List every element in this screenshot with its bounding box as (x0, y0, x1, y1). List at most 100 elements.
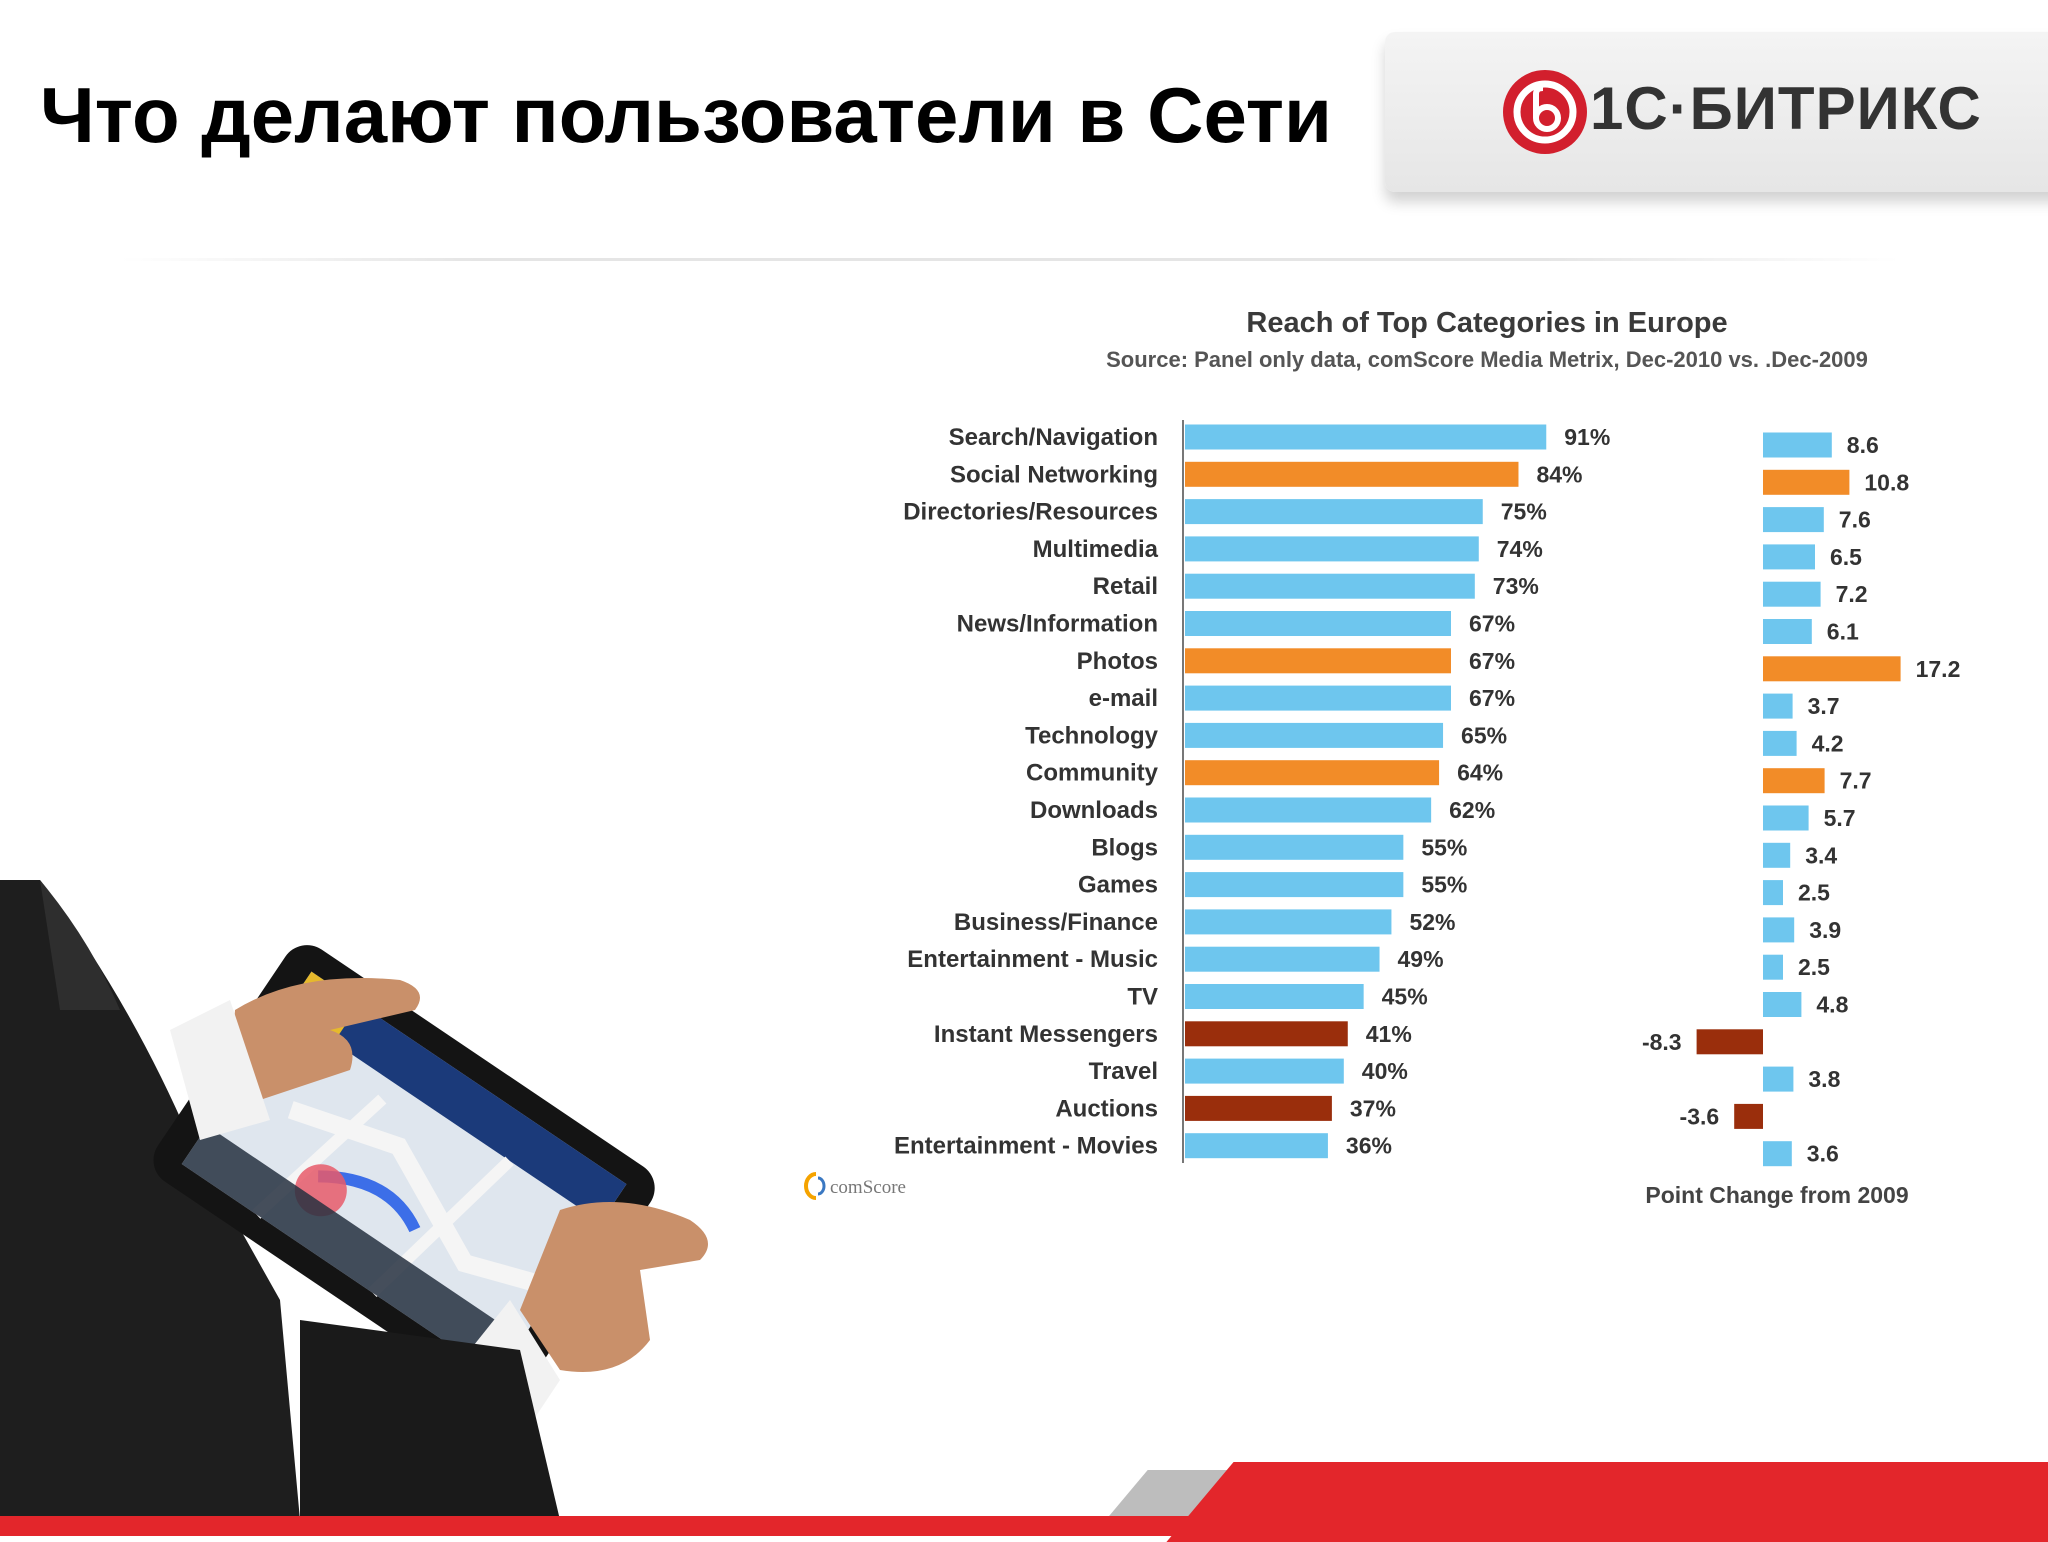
category-label: Entertainment - Movies (894, 1133, 1158, 1160)
change-bars: 8.6 10.8 7.6 6.5 7.2 6.1 17.2 3.7 4.2 7.7 5.7 3.4 2.… (1642, 432, 1960, 1167)
reach-value-label: 45% (1382, 984, 1428, 1010)
reach-bar (1185, 984, 1364, 1009)
category-label: Blogs (1091, 834, 1158, 861)
change-bar (1763, 544, 1815, 570)
category-label: News/Information (957, 611, 1158, 638)
category-label: Retail (1093, 573, 1158, 600)
change-value-label: 2.5 (1798, 954, 1830, 980)
reach-value-label: 84% (1536, 461, 1582, 487)
reach-bar (1185, 573, 1475, 599)
reach-bar (1185, 834, 1404, 860)
reach-bar (1185, 760, 1440, 786)
category-label: Photos (1077, 648, 1158, 675)
footer-bar (0, 1516, 2048, 1536)
reach-bar (1185, 1095, 1332, 1121)
category-label: Community (1026, 760, 1159, 787)
change-axis-label: Point Change from 2009 (1645, 1182, 1908, 1208)
reach-value-label: 55% (1421, 872, 1467, 898)
change-bar (1763, 842, 1791, 868)
reach-bar (1185, 872, 1404, 898)
reach-value-label: 67% (1469, 648, 1515, 674)
reach-value-label: 91% (1564, 424, 1610, 450)
reach-value-label: 67% (1469, 611, 1515, 637)
change-bar (1763, 693, 1793, 719)
category-label: Games (1078, 872, 1158, 899)
header-divider (120, 258, 1900, 261)
slide-title: Что делают пользователи в Сети (40, 71, 1332, 159)
category-label: Travel (1089, 1058, 1158, 1085)
bitrix-logo-icon (1503, 70, 1587, 154)
reach-bar (1185, 611, 1451, 636)
reach-value-label: 74% (1497, 536, 1543, 562)
change-value-label: 2.5 (1798, 880, 1830, 906)
change-bar (1763, 469, 1850, 495)
reach-bar (1185, 685, 1451, 711)
reach-bar (1185, 1058, 1344, 1084)
change-bar (1763, 917, 1795, 943)
chart-subtitle: Source: Panel only data, comScore Media … (1106, 347, 1868, 372)
category-label: Downloads (1030, 797, 1158, 824)
change-value-label: 3.8 (1808, 1066, 1840, 1092)
reach-bar (1185, 909, 1392, 935)
change-bar (1763, 656, 1901, 682)
reach-bar (1185, 1021, 1348, 1047)
left-hand (234, 978, 420, 1100)
reach-value-label: 49% (1398, 946, 1444, 972)
change-value-label: 8.6 (1847, 432, 1879, 458)
change-bar (1763, 992, 1802, 1017)
category-label: Search/Navigation (949, 424, 1158, 451)
reach-value-label: 52% (1409, 909, 1455, 935)
change-bar (1763, 432, 1832, 458)
reach-bar (1185, 461, 1519, 487)
change-value-label: 7.7 (1840, 768, 1872, 794)
change-value-label: 7.2 (1836, 581, 1868, 607)
reach-value-label: 65% (1461, 722, 1507, 748)
change-value-label: 3.4 (1805, 842, 1837, 868)
reach-bar (1185, 536, 1479, 562)
change-value-label: 4.2 (1812, 730, 1844, 756)
reach-value-label: 64% (1457, 760, 1503, 786)
category-label: TV (1127, 984, 1158, 1011)
change-bar (1763, 1066, 1794, 1092)
comscore-logo: comScore (804, 1172, 906, 1200)
reach-value-label: 75% (1501, 499, 1547, 525)
change-value-label: 4.8 (1816, 992, 1848, 1018)
change-bar (1763, 880, 1783, 906)
reach-bar (1185, 1133, 1328, 1159)
change-value-label: 6.5 (1830, 544, 1862, 570)
change-value-label: 3.7 (1808, 693, 1840, 719)
right-hand (520, 1202, 708, 1372)
category-label: e-mail (1089, 685, 1158, 712)
comscore-logo-icon (804, 1172, 817, 1200)
reach-bar (1185, 499, 1483, 525)
change-value-label: 3.6 (1807, 1141, 1839, 1167)
change-bar (1696, 1029, 1763, 1055)
category-label: Social Networking (950, 461, 1158, 488)
change-bar (1763, 1141, 1792, 1167)
reach-bar (1185, 722, 1444, 748)
tablet-photo (0, 880, 780, 1520)
change-value-label: 3.9 (1809, 917, 1841, 943)
reach-bar (1185, 797, 1432, 823)
category-label: Business/Finance (954, 909, 1158, 936)
reach-value-label: 67% (1469, 685, 1515, 711)
reach-value-label: 41% (1366, 1021, 1412, 1047)
chart-title: Reach of Top Categories in Europe (1246, 307, 1727, 339)
reach-bars: Search/Navigation 91% Social Networking 84%… (894, 424, 1610, 1160)
change-bar (1763, 954, 1783, 980)
change-value-label: 6.1 (1827, 619, 1859, 645)
reach-value-label: 36% (1346, 1133, 1392, 1159)
change-value-label: 17.2 (1916, 656, 1961, 682)
reach-value-label: 73% (1493, 573, 1539, 599)
change-bar (1763, 768, 1825, 794)
reach-value-label: 40% (1362, 1058, 1408, 1084)
reach-bar (1185, 648, 1451, 674)
change-bar (1763, 730, 1797, 756)
bitrix-logo-text: 1С·БИТРИКС (1590, 75, 1982, 142)
change-value-label: 7.6 (1839, 507, 1871, 533)
change-value-label: 5.7 (1824, 805, 1856, 831)
suit (0, 880, 300, 1520)
change-value-label: -3.6 (1680, 1103, 1720, 1129)
category-label: Instant Messengers (934, 1021, 1158, 1048)
